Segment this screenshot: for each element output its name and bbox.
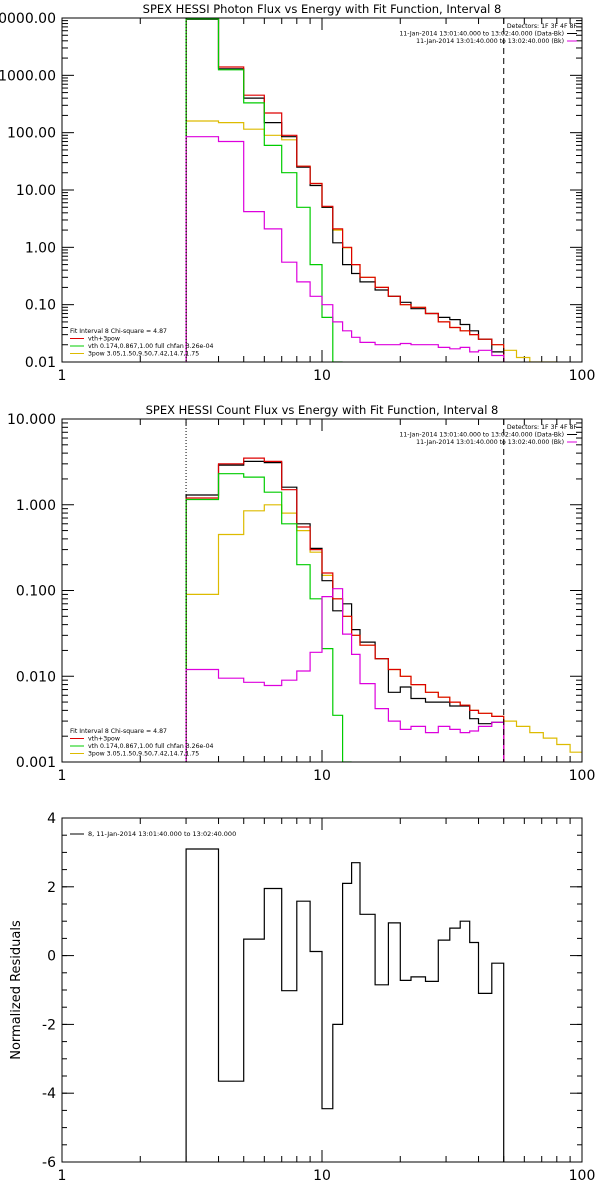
- y-tick-label: -4: [42, 1086, 56, 1102]
- chart-panel-2: SPEX HESSI Count Flux vs Energy with Fit…: [7, 403, 595, 784]
- y-tick-label: 0.001: [16, 755, 56, 771]
- series-line-5: [185, 136, 505, 362]
- legend-entry: Fit Interval 8 Chi-square = 4.87: [70, 328, 167, 335]
- series-line-1: [185, 504, 582, 762]
- series-line-5: [185, 588, 505, 762]
- series-line-1: [185, 120, 557, 362]
- legend-entry: vth 0.174,0.867,1.00 full chfan 3.26e-04: [88, 343, 214, 350]
- legend-entry: vth 0.174,0.867,1.00 full chfan 3.26e-04: [88, 743, 214, 750]
- x-tick-label: 10: [313, 1168, 331, 1184]
- x-tick-label: 100: [569, 368, 596, 384]
- series-line-2: [185, 18, 505, 362]
- y-tick-label: 0.10: [25, 298, 56, 314]
- y-tick-label: 10.00: [16, 183, 56, 199]
- y-tick-label: 0.100: [16, 584, 56, 600]
- series-line-2: [185, 460, 505, 762]
- chart-panel-1: SPEX HESSI Photon Flux vs Energy with Fi…: [0, 2, 595, 384]
- series-line-4: [185, 18, 343, 362]
- y-tick-label: -6: [42, 1155, 56, 1171]
- legend-entry: Detectors: 1F 3F 4F 8F: [507, 23, 578, 30]
- legend-entry: 11-Jan-2014 13:01:40.000 to 13:02:40.000…: [399, 432, 564, 439]
- y-tick-label: 0.010: [16, 669, 56, 685]
- y-tick-label: 1000.00: [0, 68, 56, 84]
- series-line-3: [185, 457, 505, 762]
- chart-panel-3: Normalized Residuals 1 10 100 -6 -4 -2 0 2 4 8, 11…: [9, 811, 595, 1184]
- x-tick-label: 1: [58, 1168, 67, 1184]
- x-tick-label: 10: [313, 368, 331, 384]
- y-tick-label: 10.000: [7, 412, 56, 428]
- y-tick-label: 1.00: [25, 240, 56, 256]
- legend-entry: 8, 11-Jan-2014 13:01:40.000 to 13:02:40.…: [88, 830, 236, 838]
- y-tick-label: 4: [47, 811, 56, 827]
- legend-entry: 3pow 3.05,1.50,9.50,7.42,14.7,1.75: [88, 351, 199, 358]
- legend-entry: vth+3pow: [88, 736, 120, 743]
- legend-entry: vth+3pow: [88, 336, 120, 343]
- series-line-4: [185, 473, 352, 762]
- y-tick-label: 0.01: [25, 355, 56, 371]
- y-tick-label: 1.000: [16, 498, 56, 514]
- x-tick-label: 10: [313, 768, 331, 784]
- plot-frame: [61, 817, 583, 1163]
- plot-frame: [61, 17, 583, 363]
- legend-entry: Fit Interval 8 Chi-square = 4.87: [70, 728, 167, 735]
- y-tick-label: 0: [47, 949, 56, 965]
- x-tick-label: 100: [569, 1168, 596, 1184]
- chart-title: SPEX HESSI Count Flux vs Energy with Fit…: [146, 403, 499, 417]
- series-line-3: [185, 18, 505, 362]
- legend-entry: 11-Jan-2014 13:01:40.000 to 13:02:40.000…: [399, 31, 564, 38]
- y-tick-label: 10000.00: [0, 11, 56, 27]
- plot-frame: [61, 418, 583, 763]
- y-tick-label: 2: [47, 880, 56, 896]
- legend-entry: Detectors: 1F 3F 4F 8F: [507, 424, 578, 431]
- series-line-1: [185, 848, 505, 1162]
- x-tick-label: 100: [569, 768, 596, 784]
- x-tick-label: 1: [58, 768, 67, 784]
- y-axis-label: Normalized Residuals: [9, 920, 24, 1060]
- y-tick-label: 100.00: [7, 126, 56, 142]
- y-tick-label: -2: [42, 1017, 56, 1033]
- x-tick-label: 1: [58, 368, 67, 384]
- legend-entry: 11-Jan-2014 13:01:40.000 to 13:02:40.000…: [416, 38, 564, 45]
- legend-entry: 11-Jan-2014 13:01:40.000 to 13:02:40.000…: [416, 439, 564, 446]
- chart-title: SPEX HESSI Photon Flux vs Energy with Fi…: [143, 2, 502, 16]
- legend-entry: 3pow 3.05,1.50,9.50,7.42,14.7,1.75: [88, 751, 199, 758]
